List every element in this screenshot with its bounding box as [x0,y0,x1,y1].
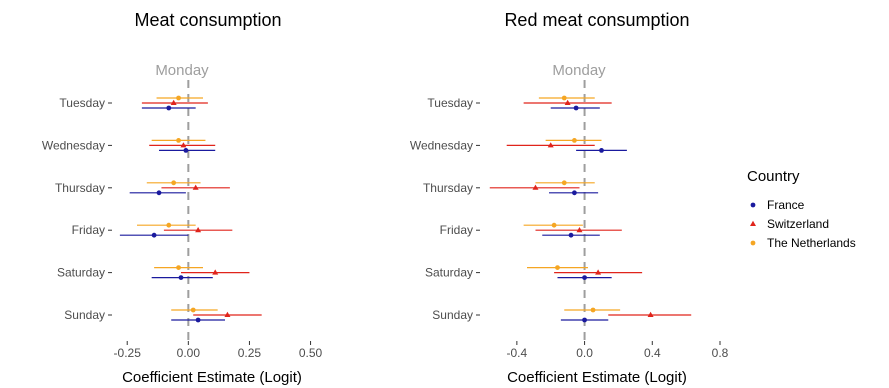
y-tick-label: Thursday [423,181,473,195]
data-point [212,269,219,275]
data-point [190,307,196,313]
panel-red-meat-consumption: Red meat consumption Monday Coefficient … [410,10,729,386]
x-tick-label: -0.4 [507,346,528,360]
data-point [224,311,231,317]
legend-marker-circle [750,240,756,246]
reference-label: Monday [552,62,606,79]
x-tick-label: 0.8 [712,346,729,360]
y-tick-label: Wednesday [42,138,105,152]
legend-label: The Netherlands [767,236,856,250]
data-point [195,317,201,323]
x-tick-label: 0.4 [644,346,661,360]
data-point [176,95,181,101]
data-point [176,138,181,143]
data-point [572,138,577,143]
data-point [590,307,596,313]
data-point [568,232,574,238]
data-point [180,142,187,148]
panel-meat-consumption: Meat consumption Monday Coefficient Esti… [42,10,323,386]
x-tick-label: 0.25 [238,346,262,360]
y-tick-label: Saturday [425,266,473,280]
data-point [582,317,587,323]
y-tick-label: Tuesday [59,96,105,110]
data-point [576,227,583,233]
data-point [595,269,602,275]
legend: Country France Switzerland The Netherlands [747,168,856,250]
legend-label: France [767,198,805,212]
data-point [599,148,604,153]
chart-title: Meat consumption [134,10,281,30]
data-point [151,232,157,238]
y-tick-label: Tuesday [427,96,473,110]
data-point [166,222,172,228]
legend-marker-triangle [750,220,756,226]
y-tick-label: Friday [440,223,473,237]
y-tick-label: Sunday [432,308,473,322]
data-point [192,184,199,190]
data-point [547,142,554,148]
data-point [178,275,184,280]
x-tick-label: 0.50 [299,346,323,360]
data-point [171,180,177,186]
legend-title: Country [747,168,800,185]
legend-label: Switzerland [767,217,829,231]
y-tick-label: Wednesday [410,138,473,152]
x-tick-label: 0.00 [177,346,201,360]
x-axis-label: Coefficient Estimate (Logit) [122,369,302,386]
y-tick-label: Friday [72,223,105,237]
y-tick-label: Thursday [55,181,105,195]
data-point [195,227,202,233]
legend-marker-circle [750,202,756,208]
data-point [156,190,162,196]
x-axis-label: Coefficient Estimate (Logit) [507,369,687,386]
x-tick-label: -0.25 [114,346,142,360]
data-point [564,99,571,105]
data-point [561,180,567,186]
data-point [582,275,587,280]
data-point [170,99,177,105]
data-point [532,184,539,190]
y-tick-label: Sunday [64,308,105,322]
x-tick-label: 0.0 [576,346,593,360]
y-tick-label: Saturday [57,266,105,280]
data-point [572,190,577,196]
data-point [647,311,654,317]
chart-title: Red meat consumption [504,10,689,30]
data-point [551,222,557,228]
data-point [183,148,189,153]
data-point [166,105,172,111]
data-point [573,105,579,111]
data-point [176,265,181,270]
data-point [561,95,567,101]
data-point [555,265,560,270]
reference-label: Monday [155,62,209,79]
